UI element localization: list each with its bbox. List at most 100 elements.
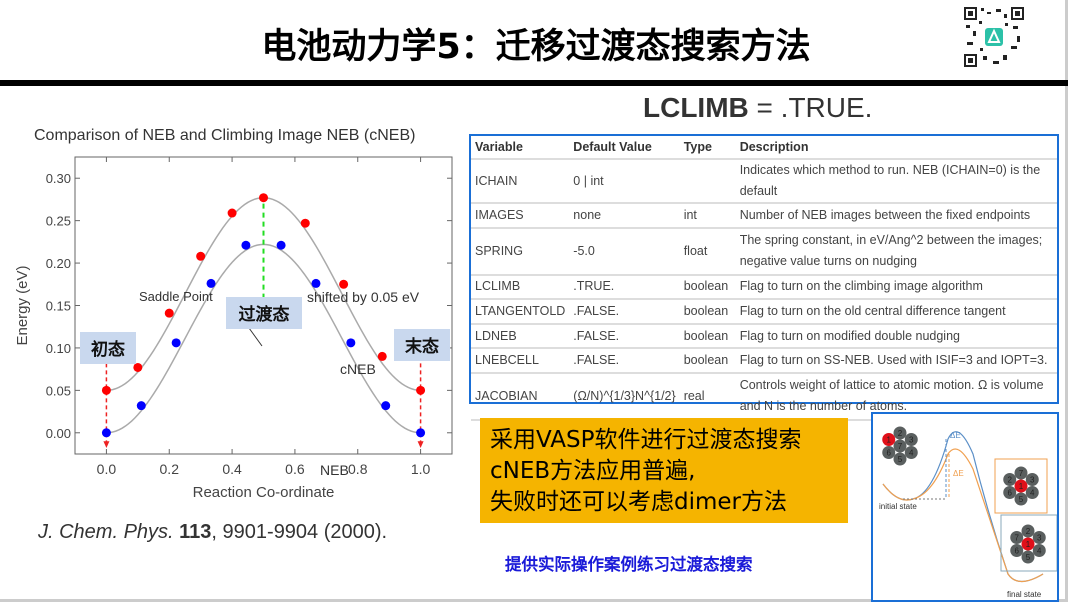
atom [1014,479,1028,493]
data-point-cneb [259,193,268,203]
arrow-head [103,441,110,449]
initial-state-label: initial state [879,502,917,511]
atom [1032,544,1046,557]
atom-label: 7 [898,442,903,451]
atom [1010,544,1024,557]
atom-label: 2 [898,429,903,438]
y-tick-label: 0.05 [46,383,71,398]
header-default: Default Value [569,136,680,160]
atom [1021,524,1035,538]
neb-label: NEB [320,462,349,478]
cell-default: .FALSE. [569,299,680,325]
callout-line: 失败时还可以考虑dimer方法 [490,489,788,515]
data-point-neb [381,401,391,411]
atom [1032,531,1046,544]
data-point-neb [101,428,111,438]
shift-note: shifted by 0.05 eV [307,289,420,305]
y-tick-label: 0.30 [46,171,71,186]
cell-description: Number of NEB images between the fixed e… [735,203,1057,229]
data-point-neb [241,240,251,250]
state-label-initial: 初态 [91,339,125,359]
data-point-cneb [416,385,426,395]
title-divider [0,80,1068,86]
slide-title: 电池动力学5：迁移过渡态搜索方法 [261,27,811,67]
header-type: Type [679,136,736,160]
state-label-bg [226,297,302,329]
x-tick-label: 0.4 [222,461,242,477]
data-point-cneb [133,362,143,372]
atom-label: 4 [909,449,914,458]
atom-label: 4 [1037,547,1042,556]
param-value: = .TRUE. [748,92,873,123]
cell-type: boolean [679,323,736,350]
cell-type: float [679,227,736,276]
data-point-neb [346,338,356,348]
atom-label: 5 [1026,553,1031,562]
cell-type: real [679,372,736,421]
ref-rest: , 9901-9904 (2000). [211,521,388,543]
x-tick-label: 1.0 [411,461,431,477]
cell-type: int [679,203,736,229]
cell-type [679,159,736,204]
data-point-cneb [101,385,111,395]
cell-variable: ICHAIN [471,159,570,204]
cneb-label: cNEB [340,361,376,377]
atom [1014,492,1028,506]
y-tick-label: 0.10 [46,341,71,356]
cell-type: boolean [679,348,736,374]
data-point-cneb [227,208,237,218]
state-label-transition: 过渡态 [239,304,290,324]
lclimb-heading: LCLIMB = .TRUE. [643,92,872,124]
param-name: LCLIMB [643,92,749,123]
atom [1010,531,1024,544]
y-tick-label: 0.00 [46,426,71,441]
header-description: Description [735,136,1057,160]
atom-label: 5 [898,455,903,464]
cell-type: boolean [679,299,736,325]
cell-variable: LTANGENTOLD [471,299,570,325]
data-point-cneb [339,279,349,289]
table-row: LCLIMB .TRUE. boolean Flag to turn on the c… [471,274,1057,301]
data-point-neb [136,401,146,411]
callout-line: 采用VASP软件进行过渡态搜索 [490,427,802,453]
atom [1025,486,1039,499]
data-point-neb [206,278,216,288]
table-row: IMAGES none int Number of NEB images betwee… [471,203,1057,229]
cell-description: Flag to turn on the climbing image algor… [735,274,1057,301]
cell-variable: JACOBIAN [471,372,570,421]
atom-label: 1 [887,436,892,445]
state-label-final: 末态 [405,336,439,356]
atom-label: 2 [1026,527,1031,536]
practice-link[interactable]: 提供实际操作案例练习过渡态搜索 [505,555,753,574]
cell-default: -5.0 [569,227,680,276]
cell-variable: SPRING [471,227,570,276]
reference-citation: J. Chem. Phys. 113, 9901-9904 (2000). [38,521,387,544]
cell-description: The spring constant, in eV/Ang^2 between… [735,227,1057,276]
cell-description: Flag to turn on the old central differen… [735,299,1057,325]
table-row: LTANGENTOLD .FALSE. boolean Flag to turn on… [471,299,1057,325]
callout-line: cNEB方法应用普遍, [490,458,696,484]
data-point-neb [311,278,321,288]
table-row: LDNEB .FALSE. boolean Flag to turn on modif… [471,323,1057,350]
delta-e-label: ΔE [953,469,964,478]
data-point-cneb [196,251,206,261]
atom-label: 6 [887,449,892,458]
summary-callout: 采用VASP软件进行过渡态搜索 cNEB方法应用普遍, 失败时还可以考虑dime… [480,418,848,523]
y-axis-label: Energy (eV) [14,265,31,345]
header-variable: Variable [471,136,570,160]
atom-label: 1 [1019,482,1024,491]
atom [904,446,918,459]
atom [893,452,907,466]
saddle-point-label: Saddle Point [139,289,213,304]
energy-path-illustration: ΔE ΔE initial state final state 72345611… [879,426,1058,599]
ref-volume: 113 [179,521,212,543]
atom-label: 3 [909,436,914,445]
y-tick-label: 0.20 [46,256,71,271]
atom [1021,537,1035,551]
atom [1025,473,1039,486]
cell-default: .FALSE. [569,348,680,374]
state-label-bg [80,332,136,364]
x-tick-label: 0.0 [97,461,117,477]
atom [882,446,896,459]
